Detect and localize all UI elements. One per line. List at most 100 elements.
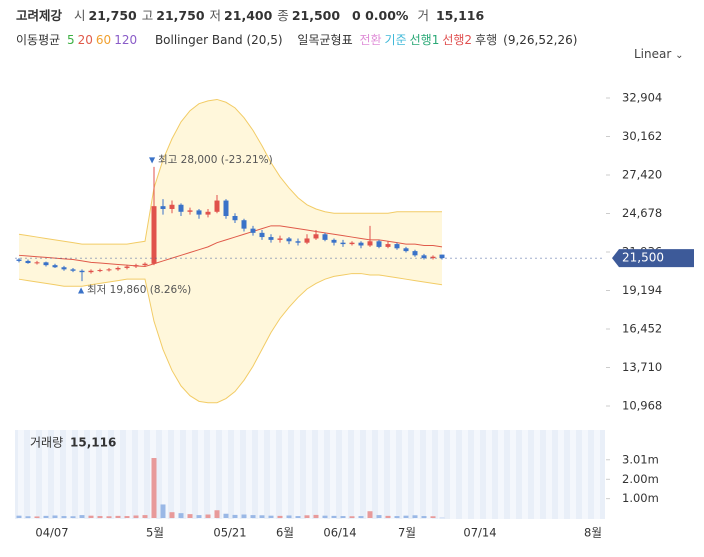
candle-body bbox=[187, 210, 193, 212]
volume-bar bbox=[124, 516, 130, 518]
candle-body bbox=[313, 234, 319, 239]
candle-body bbox=[205, 211, 211, 215]
y-tick-label: 32,904 bbox=[622, 90, 662, 104]
candle-body bbox=[25, 260, 31, 264]
volume-bar bbox=[304, 515, 310, 518]
y-tick-label: 24,678 bbox=[622, 206, 662, 220]
volume-label: 거 bbox=[417, 8, 429, 23]
volume-bar bbox=[241, 514, 247, 518]
ichimoku-item: 전환 bbox=[359, 33, 382, 47]
candle-body bbox=[358, 242, 364, 246]
field-label: 시 bbox=[74, 8, 86, 23]
volume-bar bbox=[25, 516, 31, 518]
field-value: 21,500 bbox=[291, 8, 341, 23]
field-value: 21,750 bbox=[88, 8, 137, 23]
candle-body bbox=[376, 241, 382, 247]
candle-body bbox=[79, 270, 85, 273]
indicator-legend: 이동평균 5 20 60 120 Bollinger Band (20,5) 일목균형… bbox=[16, 31, 580, 48]
scale-text[interactable]: Linear bbox=[634, 47, 672, 61]
field-value: 21,750 bbox=[156, 8, 205, 23]
volume-bar bbox=[187, 514, 193, 518]
volume-bar bbox=[277, 515, 283, 518]
candle-body bbox=[178, 204, 184, 212]
candle-body bbox=[340, 242, 346, 245]
volume-bar bbox=[268, 515, 274, 518]
candle-body bbox=[97, 270, 103, 272]
change: 0 0.00% bbox=[352, 8, 409, 23]
ma-period: 5 bbox=[67, 33, 75, 47]
candle-body bbox=[142, 263, 148, 266]
volume-bar bbox=[52, 515, 58, 518]
volume-title: 거래량 bbox=[30, 436, 63, 450]
volume-bar bbox=[88, 515, 94, 518]
volume-bar bbox=[133, 515, 139, 518]
candle-body bbox=[124, 266, 130, 268]
bollinger-lower bbox=[18, 273, 443, 404]
quote-fields: 시 21,750 고 21,750 저 21,400 종 21,500 bbox=[74, 8, 345, 23]
candle-body bbox=[430, 256, 436, 259]
volume-bar bbox=[439, 517, 445, 519]
ichimoku-items: 전환 기준 선행1 선행2 후행 bbox=[359, 33, 500, 47]
x-tick-label: 06/14 bbox=[323, 526, 356, 540]
x-tick-label: 5월 bbox=[146, 526, 164, 540]
ma-period: 120 bbox=[114, 33, 138, 47]
volume-bar bbox=[313, 514, 319, 518]
candle-body bbox=[385, 244, 391, 247]
candle-body bbox=[196, 210, 202, 215]
field-label: 저 bbox=[209, 8, 222, 23]
bollinger-fill bbox=[19, 99, 442, 403]
candle-body bbox=[421, 255, 427, 259]
candle-body bbox=[133, 265, 139, 267]
volume-bar bbox=[259, 515, 265, 518]
volume-tick-label: 1.00m bbox=[622, 491, 659, 505]
ma-period: 20 bbox=[77, 33, 93, 47]
candle-body bbox=[214, 200, 220, 212]
y-tick-label: 16,452 bbox=[622, 322, 662, 336]
volume-bar bbox=[169, 512, 175, 518]
candle-body bbox=[349, 242, 355, 245]
volume-bar bbox=[205, 514, 211, 518]
volume-bar bbox=[16, 515, 22, 518]
candle-body bbox=[169, 204, 175, 209]
field-value: 21,400 bbox=[224, 8, 273, 23]
volume-value: 15,116 bbox=[435, 8, 485, 23]
candle-body bbox=[403, 248, 409, 252]
ma-label[interactable]: 이동평균 bbox=[16, 33, 61, 47]
volume-bar bbox=[196, 515, 202, 518]
volume-bar bbox=[79, 515, 85, 518]
volume-bar bbox=[43, 515, 49, 518]
candle-body bbox=[439, 254, 445, 259]
volume-bar bbox=[430, 516, 436, 518]
quote-header: 고려제강 시 21,750 고 21,750 저 21,400 종 21,500 0 0.00… bbox=[16, 5, 489, 24]
candle-body bbox=[367, 241, 373, 246]
bollinger-label[interactable]: Bollinger Band (20,5) bbox=[154, 33, 283, 47]
candle-body bbox=[277, 238, 283, 240]
volume-bar bbox=[160, 504, 166, 518]
candle-body bbox=[412, 251, 418, 256]
candle-body bbox=[295, 241, 301, 243]
volume-bar bbox=[286, 515, 292, 518]
scale-button[interactable]: Linear ⌄ bbox=[634, 47, 684, 61]
volume-bar bbox=[376, 515, 382, 518]
candle-body bbox=[223, 200, 229, 216]
volume-bar bbox=[115, 515, 121, 518]
ichimoku-label[interactable]: 일목균형표 bbox=[297, 33, 353, 47]
volume-bar bbox=[295, 516, 301, 518]
volume-bar bbox=[178, 513, 184, 518]
candle-body bbox=[34, 262, 40, 264]
stock-name: 고려제강 bbox=[16, 8, 63, 23]
volume-bar bbox=[142, 515, 148, 518]
candle-body bbox=[115, 267, 121, 270]
candle-body bbox=[268, 237, 274, 240]
x-tick-label: 04/07 bbox=[35, 526, 68, 540]
bollinger-upper bbox=[18, 98, 442, 245]
y-tick-label: 19,194 bbox=[622, 283, 662, 297]
ichimoku-item: 후행 bbox=[475, 33, 498, 47]
x-tick-label: 07/14 bbox=[463, 526, 496, 540]
volume-bar bbox=[322, 515, 328, 518]
volume-tick-label: 3.01m bbox=[622, 452, 659, 466]
volume-bar bbox=[358, 516, 364, 518]
candle-body bbox=[322, 234, 328, 240]
y-tick-label: 30,162 bbox=[622, 129, 662, 143]
